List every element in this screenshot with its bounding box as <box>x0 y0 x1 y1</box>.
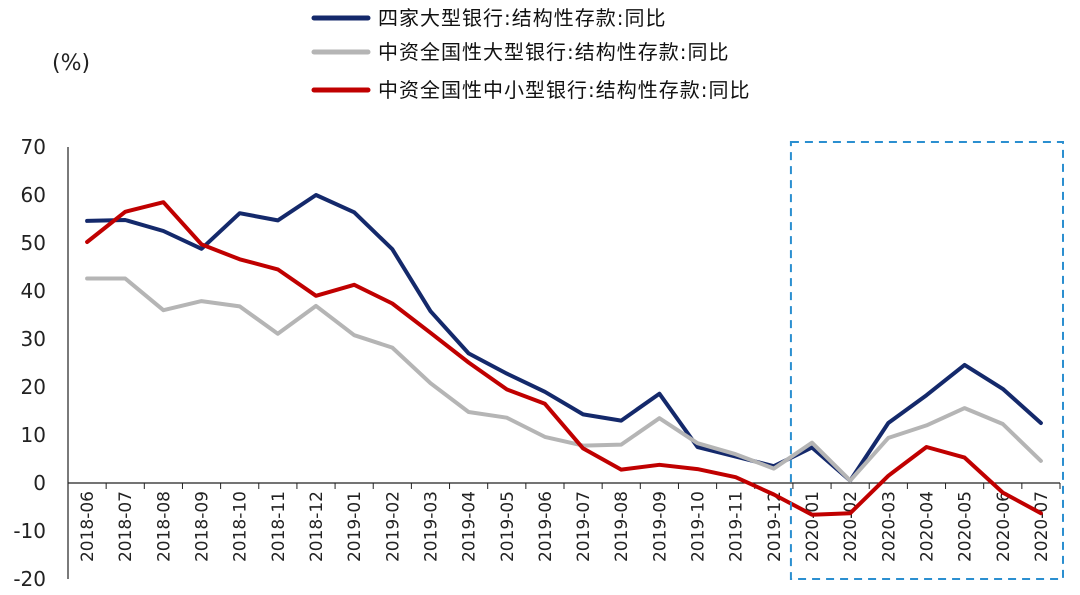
y-tick-label: 30 <box>21 327 46 351</box>
y-tick-label: 50 <box>21 231 46 255</box>
x-tick-label: 2018-12 <box>307 491 327 562</box>
legend-label-2: 中资全国性大型银行:结构性存款:同比 <box>378 40 729 64</box>
x-tick-label: 2019-03 <box>421 491 441 562</box>
y-tick-label: 10 <box>21 423 46 447</box>
highlight-group <box>789 141 1065 580</box>
x-tick-label: 2018-11 <box>269 491 289 562</box>
y-tick-label: 60 <box>21 183 46 207</box>
x-tick-label: 2019-06 <box>536 491 556 562</box>
y-tick-label: 0 <box>33 471 46 495</box>
axes: 70 60 50 40 30 20 10 0 -10 -20 2018-06 2018-07 2018-… <box>13 135 1061 591</box>
x-tick-label: 2019-01 <box>345 491 365 562</box>
y-tick-label: -20 <box>13 567 46 591</box>
x-tick-label: 2020-03 <box>879 491 899 562</box>
y-tick-label: 40 <box>21 279 46 303</box>
series-group <box>85 193 1043 517</box>
series-line-3 <box>85 200 1043 517</box>
x-tick-label: 2019-02 <box>383 491 403 562</box>
x-tick-label: 2020-01 <box>803 491 823 562</box>
x-tick-label: 2020-07 <box>1032 491 1052 562</box>
x-tick-label: 2019-07 <box>574 491 594 562</box>
series-line-1 <box>85 193 1043 483</box>
x-tick-label: 2018-06 <box>78 491 98 562</box>
series-line-2 <box>85 276 1043 483</box>
x-tick-label: 2020-02 <box>841 491 861 562</box>
y-tick-label: -10 <box>13 519 46 543</box>
x-tick-label: 2020-05 <box>956 491 976 562</box>
x-tick-label: 2018-10 <box>231 491 251 562</box>
y-tick-label: 20 <box>21 375 46 399</box>
x-tick-label: 2020-06 <box>994 491 1014 562</box>
y-axis-unit-label: (%) <box>52 51 90 76</box>
x-tick-label: 2019-11 <box>727 491 747 562</box>
x-tick-label: 2019-10 <box>689 491 709 562</box>
x-tick-label: 2018-08 <box>154 491 174 562</box>
legend-label-3: 中资全国性中小型银行:结构性存款:同比 <box>378 78 750 102</box>
legend-label-1: 四家大型银行:结构性存款:同比 <box>378 6 666 30</box>
highlight-box <box>789 141 1065 580</box>
x-tick-label: 2019-05 <box>498 491 518 562</box>
x-tick-label: 2019-08 <box>612 491 632 562</box>
x-tick-label: 2019-09 <box>650 491 670 562</box>
x-tick-label: 2018-07 <box>116 491 136 562</box>
legend: 四家大型银行:结构性存款:同比中资全国性大型银行:结构性存款:同比中资全国性中小… <box>311 6 750 102</box>
x-tick-label: 2020-04 <box>917 491 937 562</box>
x-tick-label: 2019-12 <box>765 491 785 562</box>
y-tick-label: 70 <box>21 135 46 159</box>
x-tick-label: 2019-04 <box>460 491 480 562</box>
x-tick-label: 2018-09 <box>193 491 213 562</box>
